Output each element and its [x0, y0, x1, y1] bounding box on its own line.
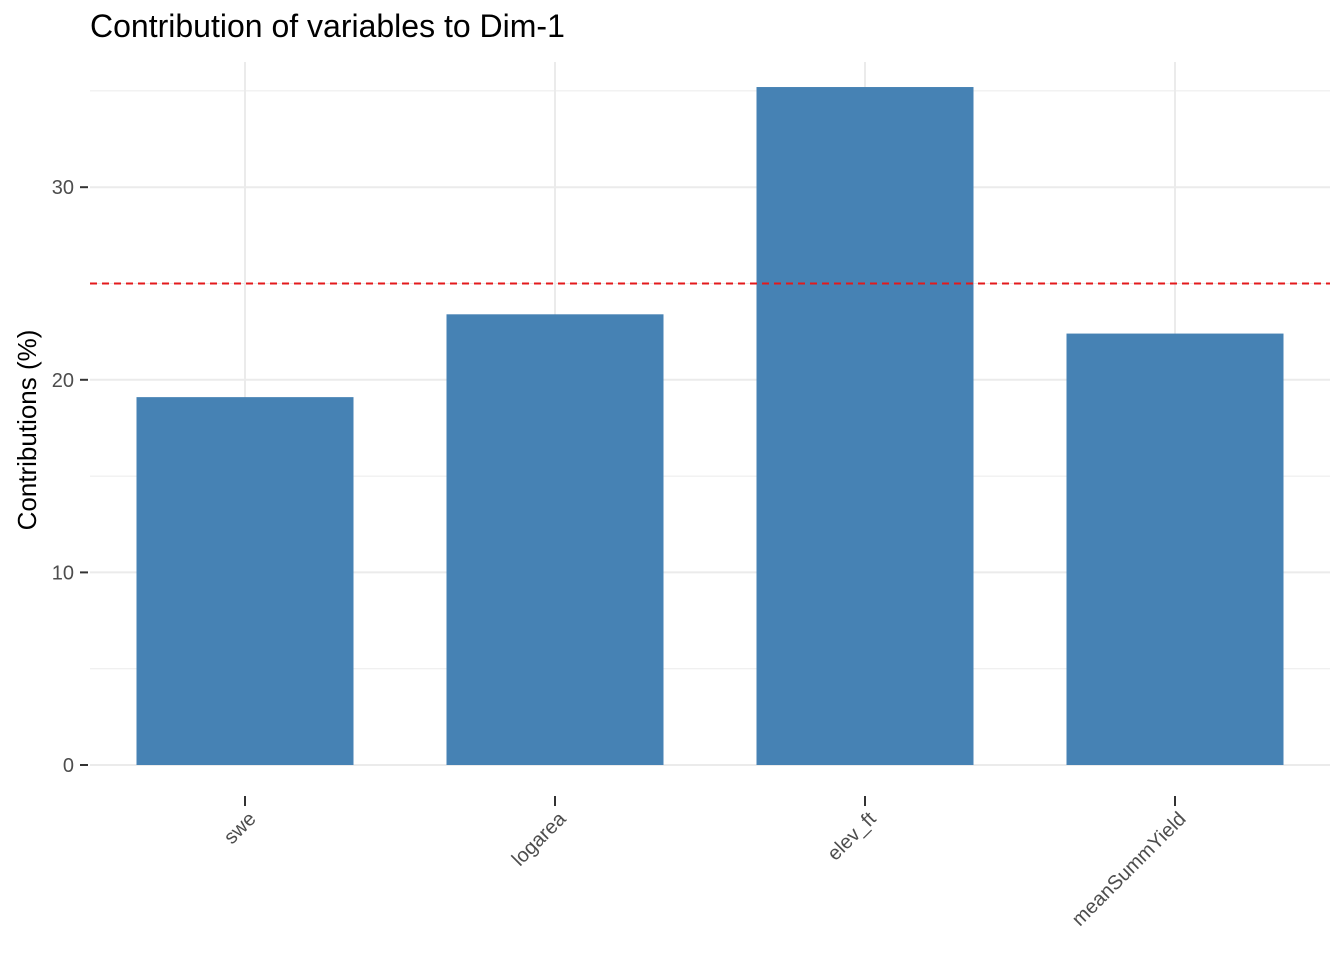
bar-swe [136, 397, 354, 765]
y-tick-label: 0 [63, 755, 74, 777]
y-tick-label: 10 [52, 562, 74, 584]
x-tick-label: logarea [508, 807, 571, 870]
x-tick-label: elev_ft [823, 808, 881, 866]
x-tick-label: meanSummYield [1068, 808, 1191, 931]
bar-logarea [446, 314, 664, 765]
y-tick-label: 30 [52, 177, 74, 199]
bar-meanSummYield [1066, 333, 1284, 765]
bar-elev_ft [756, 87, 974, 766]
y-axis-title: Contributions (%) [12, 330, 42, 531]
chart-title: Contribution of variables to Dim-1 [90, 8, 565, 44]
bars [136, 87, 1284, 766]
x-tick-label: swe [220, 808, 261, 849]
y-tick-label: 20 [52, 370, 74, 392]
